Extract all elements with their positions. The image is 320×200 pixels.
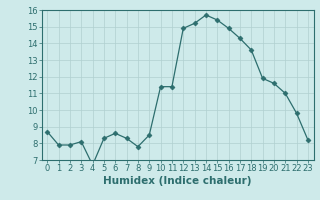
X-axis label: Humidex (Indice chaleur): Humidex (Indice chaleur): [103, 176, 252, 186]
